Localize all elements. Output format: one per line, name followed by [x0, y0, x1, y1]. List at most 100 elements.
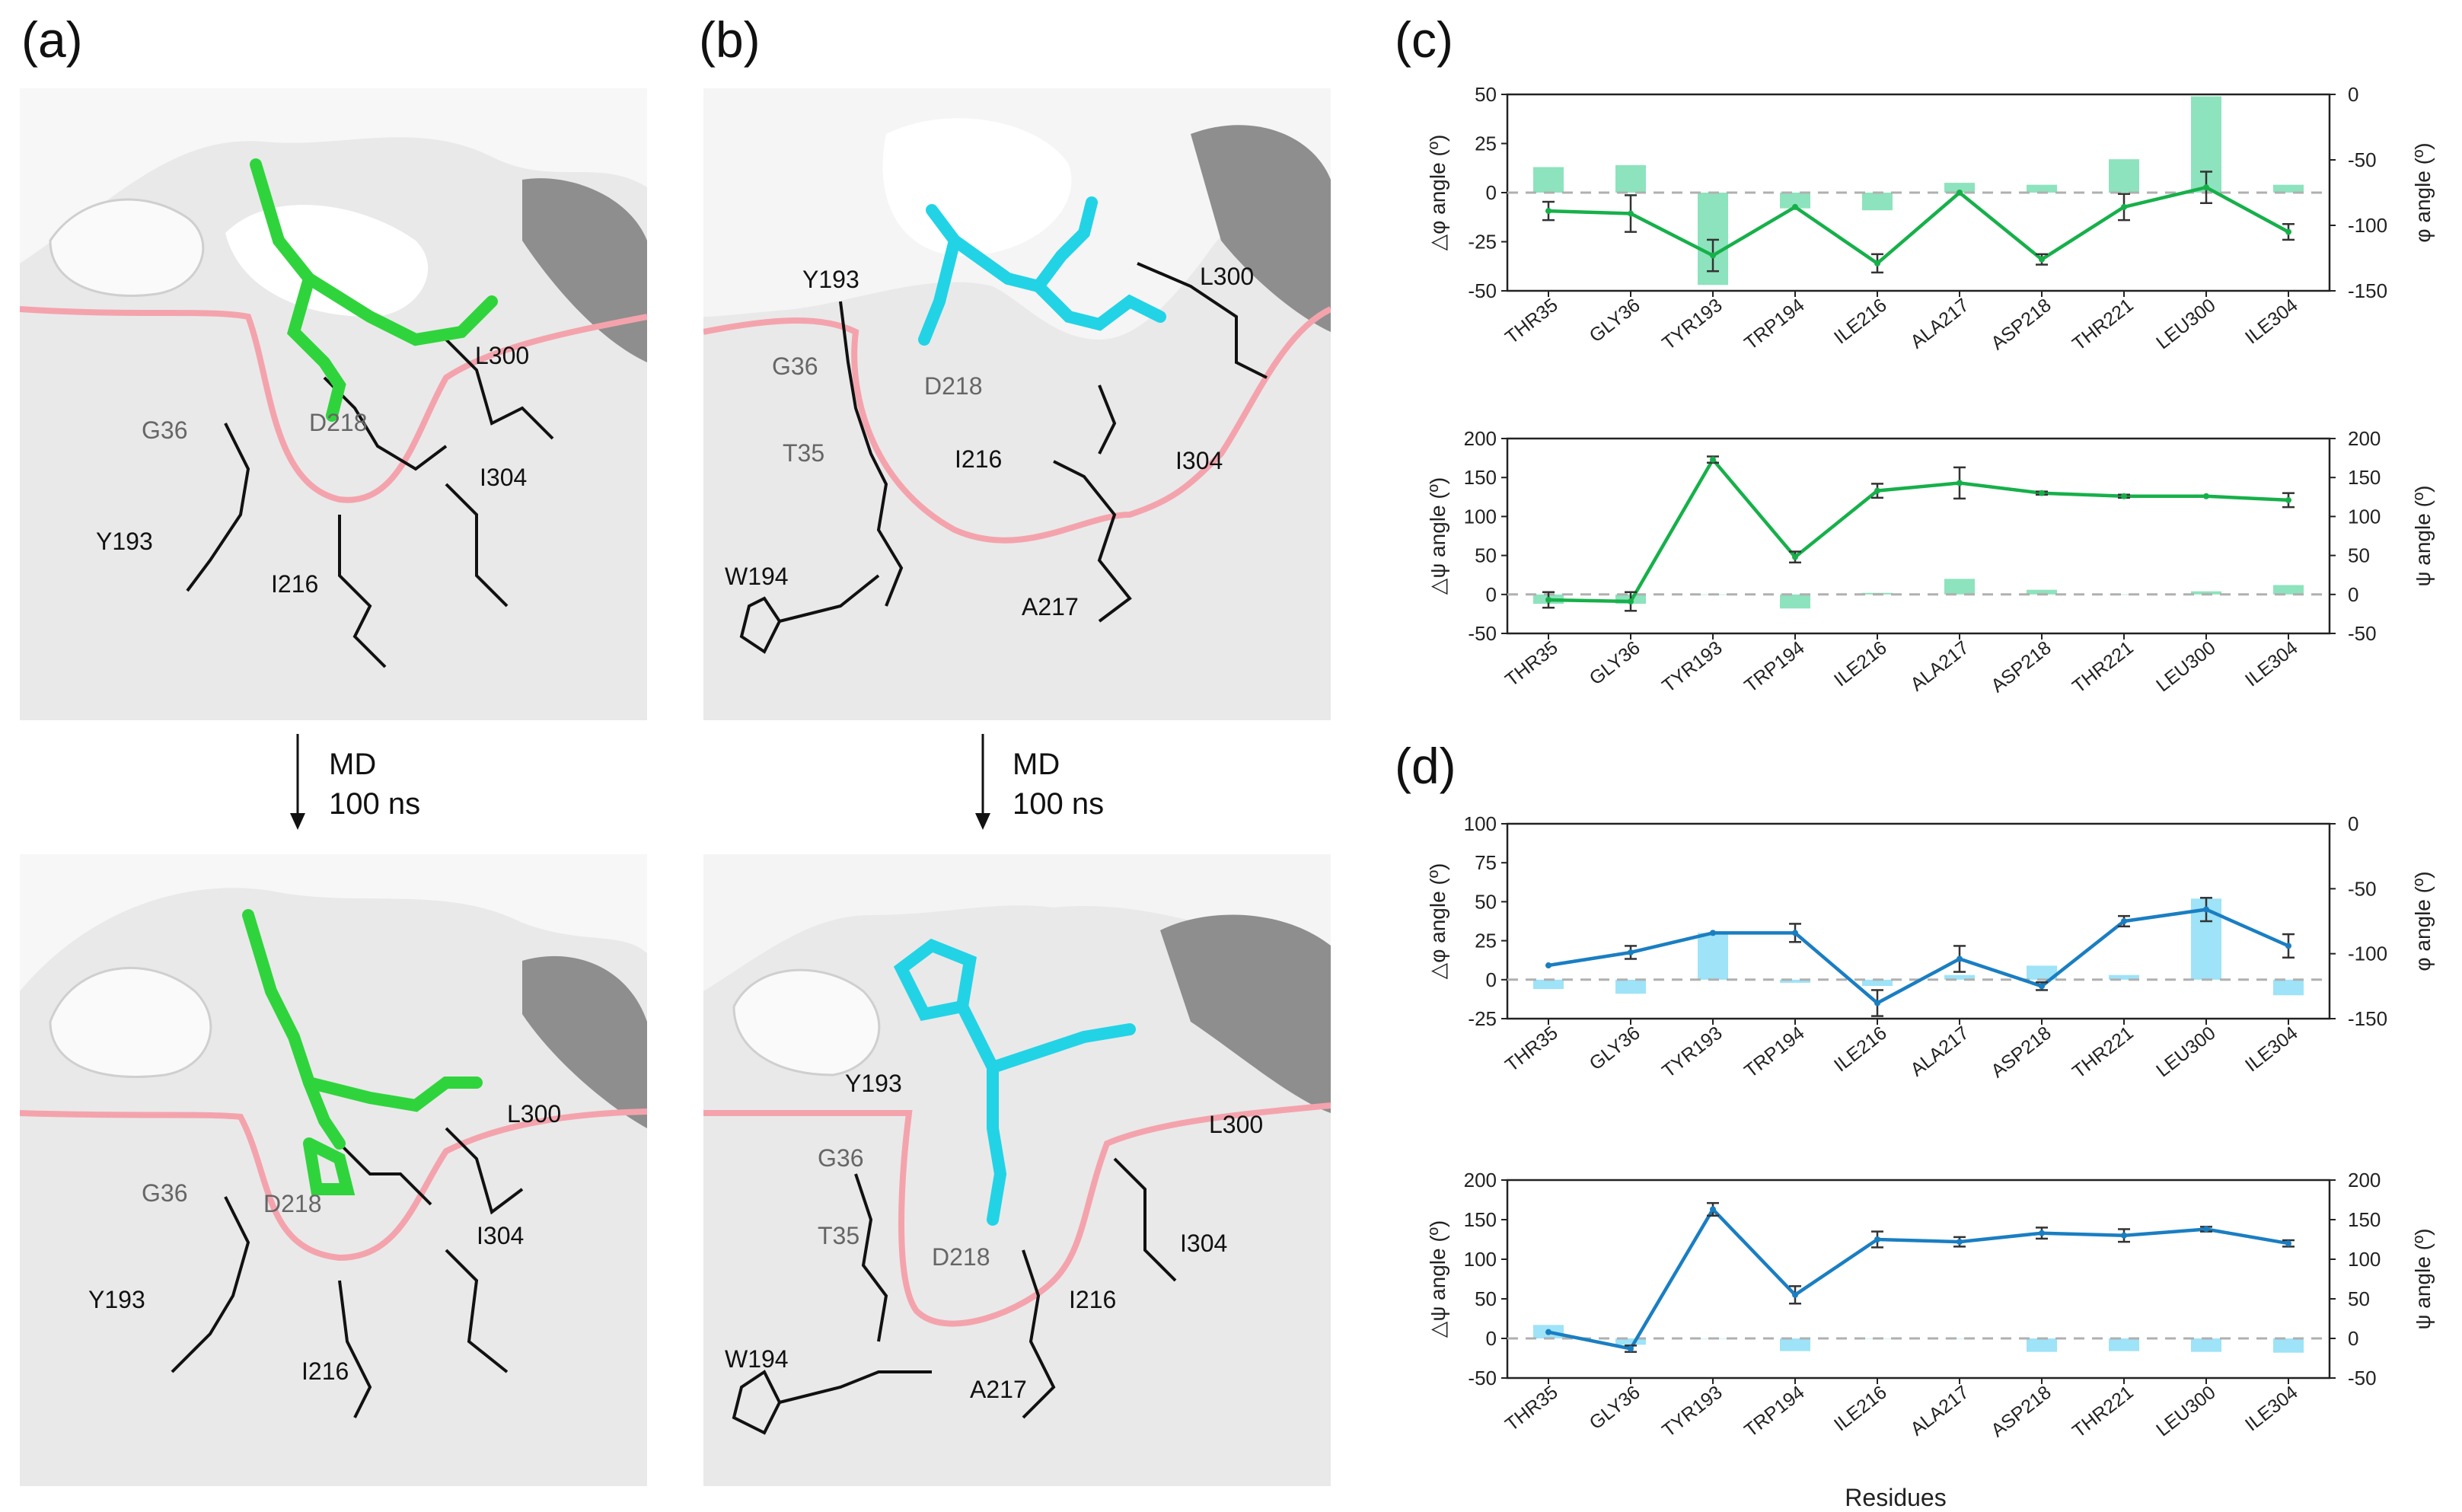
y-tick-label: 100 [1464, 505, 1497, 528]
angle-point [1628, 949, 1634, 955]
panel-label-c: (c) [1395, 11, 1453, 68]
x-tick-label: GLY36 [1586, 295, 1644, 347]
angle-point [1792, 1291, 1798, 1298]
y-axis-title: △ψ angle (º) [1426, 477, 1449, 595]
y-tick-label: 0 [1486, 968, 1497, 991]
delta-bar [2027, 1338, 2057, 1352]
x-tick-label: THR35 [1501, 637, 1562, 691]
y2-tick-label: 150 [2348, 1208, 2381, 1231]
delta-bar [1862, 193, 1893, 211]
delta-bar [1780, 193, 1810, 209]
x-axis-title: Residues [1845, 1484, 1946, 1511]
x-tick-label: THR221 [2068, 1022, 2138, 1083]
delta-bar [1944, 975, 1975, 980]
residue-label: T35 [783, 439, 824, 467]
angle-line [1548, 185, 2290, 266]
x-tick-label: ILE216 [1830, 1022, 1891, 1077]
y2-tick-label: 0 [2348, 583, 2358, 606]
angle-point [1874, 260, 1880, 266]
x-tick-label: TYR193 [1658, 1022, 1727, 1083]
residue-label: I304 [1175, 447, 1223, 474]
residue-label: I216 [301, 1357, 349, 1385]
y2-tick-label: 0 [2348, 83, 2358, 106]
y-tick-label: 50 [1475, 890, 1497, 913]
panel-label-a: (a) [21, 11, 83, 68]
y2-tick-label: 100 [2348, 1248, 2381, 1271]
x-tick-label: ILE304 [2241, 295, 2302, 349]
residue-label: I216 [1069, 1286, 1116, 1313]
y2-axis-title: φ angle (º) [2411, 871, 2435, 971]
angle-point [1710, 1206, 1716, 1213]
md-label-a: MD 100 ns [329, 745, 420, 824]
y2-tick-label: 200 [2348, 427, 2381, 450]
panel-label-d: (d) [1395, 738, 1456, 794]
x-tick-label: THR35 [1501, 1382, 1562, 1436]
y2-tick-label: -50 [2348, 148, 2377, 171]
y-tick-label: -25 [1468, 1007, 1497, 1030]
x-tick-label: THR221 [2068, 1382, 2138, 1442]
delta-bar [1944, 579, 1975, 595]
y-tick-label: 200 [1464, 427, 1497, 450]
delta-bar [2027, 965, 2057, 980]
angle-point [2285, 228, 2291, 235]
residue-label: Y193 [845, 1070, 902, 1097]
angle-point [1710, 930, 1716, 936]
x-tick-label: THR221 [2068, 295, 2138, 355]
x-tick-label: TYR193 [1658, 295, 1727, 355]
md-label-line1: MD [1013, 748, 1060, 781]
y2-tick-label: -100 [2348, 214, 2387, 237]
pocket-outline [703, 306, 1331, 544]
angle-point [2121, 1232, 2127, 1239]
angle-point [1628, 598, 1634, 605]
angle-point [2203, 1226, 2209, 1233]
delta-bar [2273, 979, 2304, 996]
residue-label: G36 [772, 352, 818, 380]
x-tick-label: ILE304 [2241, 1022, 2302, 1077]
y-tick-label: -50 [1468, 279, 1497, 302]
x-tick-label: ASP218 [1987, 295, 2055, 355]
surface-shadow [1160, 914, 1331, 1113]
angle-point [2285, 1240, 2291, 1247]
residue-label: L300 [1209, 1111, 1263, 1138]
delta-bar [1780, 979, 1810, 983]
delta-bar [1944, 183, 1975, 193]
residue-label: I304 [480, 464, 527, 491]
delta-bar [2109, 1338, 2139, 1351]
x-tick-label: ILE304 [2241, 637, 2302, 691]
x-tick-label: THR35 [1501, 1022, 1562, 1077]
structure-b-before: Y193 L300 G36 D218 T35 I216 I304 W194 A2… [703, 88, 1331, 720]
y-axis-title: △ψ angle (º) [1426, 1220, 1449, 1338]
y2-tick-label: -50 [2348, 877, 2377, 900]
x-tick-label: LEU300 [2152, 1382, 2219, 1441]
surface-shadow [1191, 125, 1331, 333]
delta-bar [2273, 184, 2304, 193]
delta-bar [1615, 979, 1646, 994]
angle-point [1957, 1239, 1963, 1246]
delta-bar [2109, 159, 2139, 193]
x-tick-label: TRP194 [1740, 1382, 1809, 1442]
surface-shadow [522, 178, 647, 362]
residue-label: G36 [818, 1144, 863, 1172]
angle-point [1710, 252, 1716, 259]
y-tick-label: 0 [1486, 1327, 1497, 1350]
angle-point [1957, 480, 1963, 486]
angle-point [2203, 906, 2209, 913]
md-label-line1: MD [329, 748, 377, 781]
y-axis-title: △φ angle (º) [1426, 135, 1449, 251]
residue-label: Y193 [88, 1286, 145, 1313]
surface-shadow [522, 955, 647, 1128]
y-tick-label: 50 [1475, 544, 1497, 567]
residue-label: I304 [477, 1222, 524, 1249]
x-tick-label: ALA217 [1906, 295, 1972, 353]
delta-bar [2027, 184, 2057, 193]
angle-point [1874, 1236, 1880, 1242]
residue-label: W194 [725, 563, 789, 590]
y-tick-label: 0 [1486, 583, 1497, 606]
angle-point [2121, 918, 2127, 924]
residue-label: T35 [818, 1222, 859, 1249]
y2-axis-title: ψ angle (º) [2411, 1229, 2435, 1330]
y2-tick-label: 50 [2348, 1287, 2370, 1310]
angle-point [2039, 490, 2045, 496]
pocket-outline [20, 306, 647, 503]
y-tick-label: 50 [1475, 1287, 1497, 1310]
